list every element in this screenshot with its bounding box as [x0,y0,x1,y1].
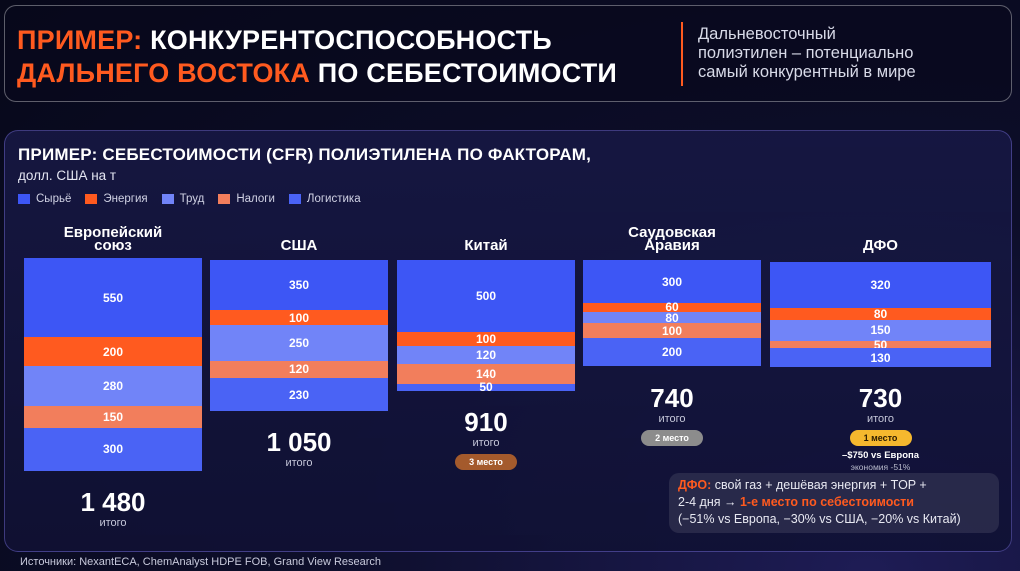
callout-text-1: свой газ + дешёвая энергия + TOP + [711,478,927,492]
chart-title: ПРИМЕР: СЕБЕСТОИМОСТИ (CFR) ПОЛИЭТИЛЕНА … [18,145,592,164]
subtitle-line: полиэтилен – потенциально [698,44,914,62]
bar-total-label: итого [285,457,313,470]
title-accent-1: ПРИМЕР: [17,25,143,55]
bar-total: 730 [858,383,903,414]
savings-note: –$750 vs Европа [841,450,920,462]
dfo-callout: ДФО: свой газ + дешёвая энергия + TOP + … [669,473,999,533]
title-rest-1: КОНКУРЕНТОСПОСОБНОСТЬ [142,25,552,55]
bar-segment: 230 [210,378,388,412]
title-accent-2: ДАЛЬНЕГО ВОСТОКА [17,58,311,88]
bar-segment: 100 [583,323,761,338]
bar-segment: 320 [770,262,991,309]
bar-segment: 120 [397,346,575,364]
bar-category-label: ДФО [863,237,898,254]
bar-segment: 50 [770,338,991,352]
bar-segment: 250 [210,324,388,361]
bar-category-label: Китай [464,237,508,254]
legend-label: Сырьё [36,193,72,205]
legend-item: Налоги [218,193,275,205]
legend-item: Энергия [85,193,148,205]
bar-total-label: итого [658,412,686,425]
bar-total-label: итого [99,517,127,529]
subtitle-line: Дальневосточный [698,25,836,43]
bar-segment: 150 [24,406,202,428]
bar-total: 740 [650,382,694,413]
bar-segment: 200 [583,337,761,367]
bar-segment: 80 [770,307,991,321]
bar-segment: 350 [210,260,388,311]
legend-swatch [218,194,231,204]
bar-total: 910 [464,406,508,437]
legend-swatch [85,194,98,204]
bar-segment: 140 [397,363,575,384]
rank-badge: 1 место [849,430,912,447]
bar-segment: 80 [583,311,761,325]
bar-segment: 280 [24,365,202,407]
header-box: ПРИМЕР: КОНКУРЕНТОСПОСОБНОСТЬ ДАЛЬНЕГО В… [4,5,1012,102]
legend-label: Логистика [306,193,361,205]
legend-swatch [161,194,174,204]
bar-segment: 300 [24,427,202,471]
chart-legend: Сырьё Энергия Труд Налоги Логистика [18,193,361,205]
legend-label: Труд [179,193,205,205]
legend-item: Логистика [288,193,361,205]
rank-badge: 2 место [641,429,703,446]
bar-segment: 300 [583,260,761,304]
legend-swatch [18,194,30,204]
bar-segment: 500 [397,260,575,332]
legend-label: Налоги [236,193,275,205]
bar-segment: 120 [210,360,388,378]
legend-item: Сырьё [18,193,71,205]
bar-category-label: Европейский союз [63,224,163,254]
bar-total-label: итого [866,413,895,426]
bar-total-label: итого [472,436,500,449]
legend-swatch [288,194,301,204]
header-divider [681,22,683,86]
subtitle-line: самый конкурентный в мире [698,63,916,81]
bar-segment: 60 [583,300,761,314]
bar-segment: 50 [397,380,575,394]
bar-segment: 130 [770,348,991,368]
bar-segment: 100 [397,331,575,347]
bar-segment: 100 [210,310,388,325]
rank-badge: 3 место [455,453,517,470]
bar-segment: 150 [770,319,991,342]
title-rest-2: ПО СЕБЕСТОИМОСТИ [310,58,618,88]
bar-category-label: Саудовская Аравия [628,224,716,254]
bar-segment: 200 [24,337,202,366]
bar-category-label: США [280,237,318,254]
bar-total: 1 480 [80,487,146,517]
sources-footnote: Источники: NexantECA, ChemAnalyst HDPE F… [20,556,382,568]
callout-highlight: 1-е место по себестоимости [739,495,914,509]
bar-segment: 550 [24,258,202,338]
legend-label: Энергия [103,193,148,205]
page-title: ПРИМЕР: КОНКУРЕНТОСПОСОБНОСТЬ ДАЛЬНЕГО В… [17,24,617,90]
callout-text-2: 2-4 дня → [678,495,740,509]
callout-text-3: (−51% vs Европа, −30% vs США, −20% vs Ки… [678,512,961,526]
chart-unit: долл. США на т [18,168,117,183]
callout-label: ДФО: [678,478,712,492]
bar-total: 1 050 [266,427,332,458]
legend-item: Труд [161,193,205,205]
header-subtitle: Дальневосточный полиэтилен – потенциальн… [698,25,998,82]
savings-subnote: экономия -51% [850,462,911,473]
